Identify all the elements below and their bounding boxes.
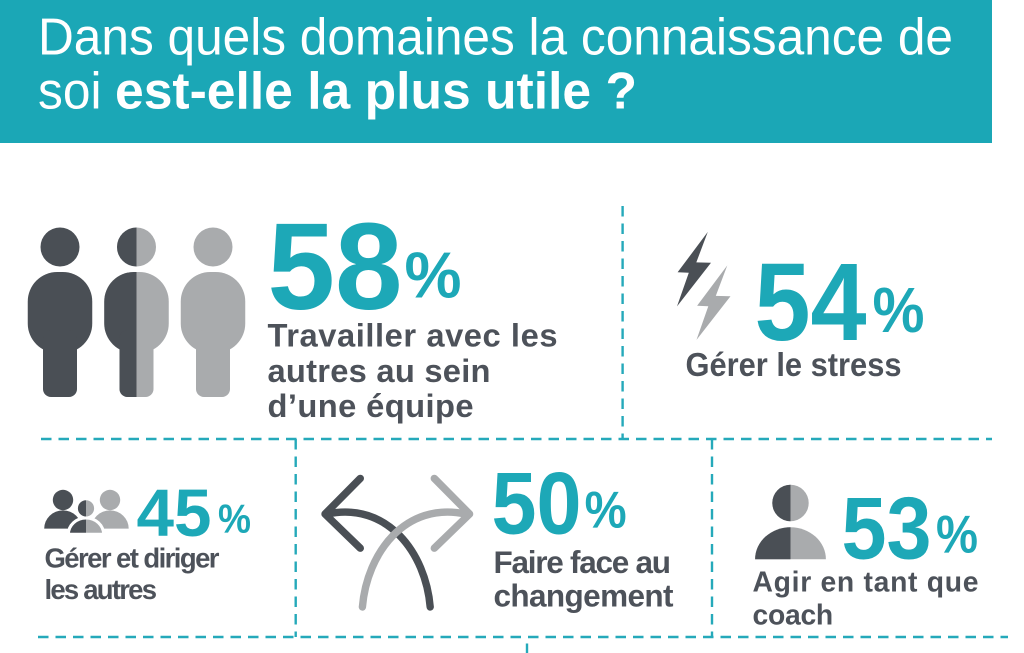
svg-text:%: %	[873, 274, 925, 346]
svg-text:%: %	[218, 496, 251, 542]
svg-text:58: 58	[268, 199, 403, 336]
svg-text:les autres: les autres	[45, 574, 158, 605]
svg-text:est-elle la plus utile ?: est-elle la plus utile ?	[115, 63, 637, 121]
svg-text:Agir en tant que: Agir en tant que	[753, 566, 979, 598]
svg-text:changement: changement	[494, 578, 675, 614]
svg-text:soi: soi	[38, 63, 102, 121]
svg-text:Gérer le stress: Gérer le stress	[686, 346, 902, 383]
svg-text:%: %	[405, 238, 462, 311]
svg-text:54: 54	[755, 241, 867, 364]
svg-text:%: %	[936, 505, 978, 564]
svg-text:d’une équipe: d’une équipe	[268, 387, 474, 424]
svg-text:50: 50	[492, 454, 582, 553]
svg-text:45: 45	[137, 476, 212, 551]
svg-text:Travailler avec les: Travailler avec les	[268, 316, 558, 353]
svg-text:Faire face au: Faire face au	[494, 544, 672, 580]
svg-text:Dans quels domaines la connais: Dans quels domaines la connaissance de	[38, 9, 953, 67]
svg-text:Gérer et diriger: Gérer et diriger	[45, 543, 220, 574]
svg-text:53: 53	[842, 478, 932, 577]
svg-text:%: %	[585, 482, 627, 540]
svg-text:coach: coach	[753, 598, 834, 630]
svg-text:autres au sein: autres au sein	[268, 352, 491, 389]
